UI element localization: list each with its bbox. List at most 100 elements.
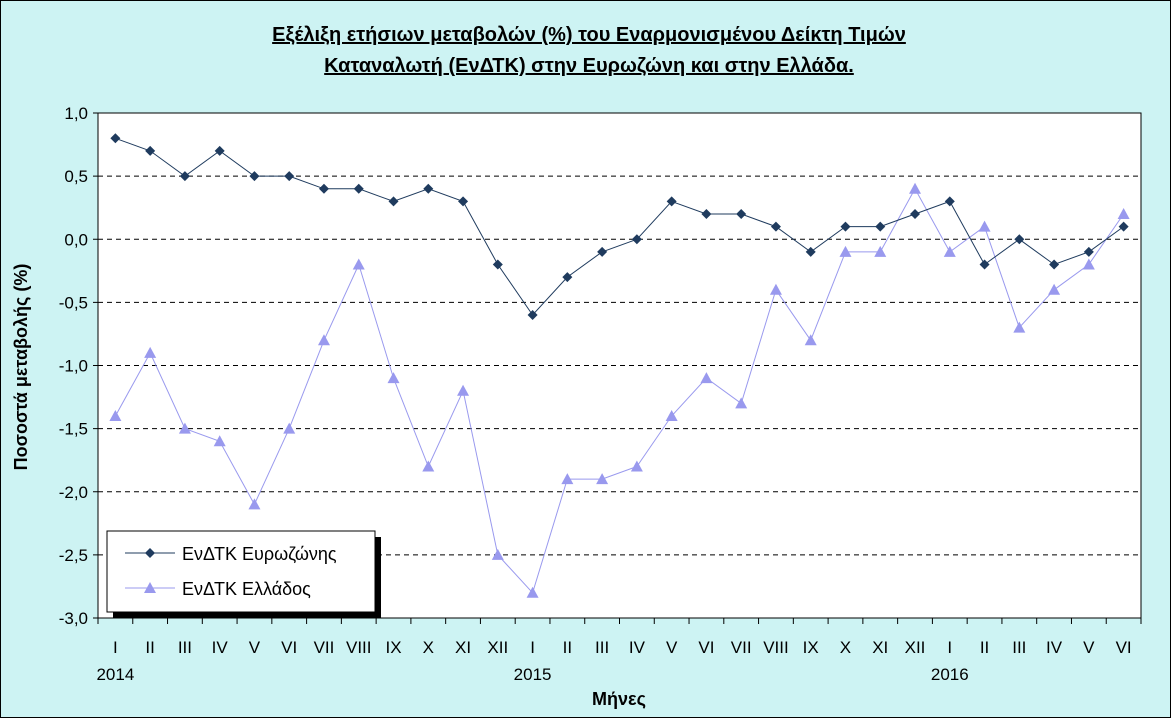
x-tick-label: VI — [281, 638, 297, 657]
x-tick-label: II — [980, 638, 989, 657]
data-point-greece — [1048, 283, 1061, 295]
x-tick-label: VI — [1116, 638, 1132, 657]
data-point-eurozone — [492, 259, 503, 270]
x-tick-label: IV — [629, 638, 646, 657]
data-point-eurozone — [1049, 259, 1060, 270]
data-point-greece — [144, 346, 157, 358]
data-point-eurozone — [562, 272, 573, 283]
data-point-greece — [909, 182, 922, 194]
x-tick-label: X — [840, 638, 851, 657]
x-tick-label: IV — [212, 638, 229, 657]
data-point-greece — [561, 473, 574, 485]
data-point-eurozone — [423, 183, 434, 194]
data-point-eurozone — [249, 171, 260, 182]
data-point-eurozone — [701, 209, 712, 219]
x-tick-label: VIII — [763, 638, 789, 657]
data-point-greece — [1082, 258, 1095, 270]
x-tick-label: II — [145, 638, 154, 657]
data-point-eurozone — [910, 209, 921, 219]
data-point-greece — [457, 384, 470, 396]
series-layer — [109, 133, 1130, 598]
data-point-eurozone — [944, 196, 955, 207]
data-point-eurozone — [458, 196, 469, 207]
data-point-greece — [422, 460, 435, 472]
data-point-eurozone — [388, 196, 399, 207]
y-tick-label: -0,5 — [59, 293, 88, 312]
x-tick-label: VII — [731, 638, 752, 657]
data-point-greece — [387, 372, 400, 384]
y-tick-label: -1,5 — [59, 420, 88, 439]
x-tick-label: XII — [905, 638, 926, 657]
x-tick-label: I — [947, 638, 952, 657]
y-tick-label: 0,0 — [64, 230, 88, 249]
y-tick-label: -2,0 — [59, 483, 88, 502]
x-axis-label: Μήνες — [592, 689, 646, 709]
data-point-eurozone — [353, 183, 364, 194]
legend: ΕνΔΤΚ Ευρωζώνης ΕνΔΤΚ Ελλάδος — [106, 530, 381, 618]
data-point-greece — [804, 334, 817, 346]
data-point-eurozone — [110, 133, 121, 144]
x-tick-label: VI — [698, 638, 714, 657]
x-tick-label: III — [595, 638, 609, 657]
data-point-greece — [178, 422, 191, 434]
data-point-eurozone — [979, 259, 990, 270]
data-point-eurozone — [145, 145, 156, 156]
data-point-eurozone — [805, 246, 816, 257]
y-tick-label: -3,0 — [59, 609, 88, 628]
data-point-greece — [491, 548, 504, 560]
x-tick-label: V — [249, 638, 261, 657]
x-tick-label: IX — [385, 638, 401, 657]
data-point-greece — [874, 245, 887, 257]
axes: 1,00,50,0-0,5-1,0-1,5-2,0-2,5-3,0I II III I… — [59, 104, 1142, 684]
data-point-eurozone — [597, 246, 608, 257]
y-tick-label: 1,0 — [64, 104, 88, 123]
x-tick-label: II — [563, 638, 572, 657]
data-point-eurozone — [1014, 234, 1025, 245]
data-point-greece — [283, 422, 296, 434]
y-tick-label: -1,0 — [59, 357, 88, 376]
x-tick-label: V — [1083, 638, 1095, 657]
data-point-eurozone — [1118, 221, 1129, 232]
series-line-eurozone — [115, 137, 1124, 316]
data-point-eurozone — [875, 221, 886, 232]
data-point-greece — [839, 245, 852, 257]
legend-label-eurozone: ΕνΔΤΚ Ευρωζώνης — [182, 544, 337, 564]
year-label: 2014 — [96, 665, 134, 684]
year-label: 2016 — [931, 665, 969, 684]
data-point-eurozone — [284, 171, 295, 182]
chart-title-line-2: Καταναλωτή (ΕνΔΤΚ) στην Ευρωζώνη και στη… — [324, 55, 854, 77]
legend-marker-eurozone — [145, 548, 155, 558]
x-tick-label: III — [178, 638, 192, 657]
y-axis-label: Ποσοστά μεταβολής (%) — [11, 264, 31, 471]
x-tick-label: VII — [314, 638, 335, 657]
x-tick-label: V — [666, 638, 678, 657]
data-point-eurozone — [631, 234, 642, 245]
x-tick-label: VIII — [346, 638, 372, 657]
data-point-eurozone — [736, 209, 747, 219]
x-tick-label: XI — [872, 638, 888, 657]
data-point-eurozone — [179, 171, 190, 182]
data-point-greece — [1117, 208, 1130, 219]
legend-box — [106, 530, 376, 613]
legend-marker-greece — [144, 582, 156, 593]
data-point-greece — [526, 586, 539, 598]
data-point-greece — [700, 372, 713, 384]
x-tick-label: IV — [1046, 638, 1063, 657]
data-point-greece — [1013, 321, 1026, 333]
data-point-greece — [317, 334, 330, 346]
year-label: 2015 — [514, 665, 552, 684]
x-tick-label: III — [1012, 638, 1026, 657]
data-point-eurozone — [770, 221, 781, 232]
data-point-greece — [109, 410, 122, 421]
data-point-eurozone — [666, 196, 677, 207]
series-line-greece — [114, 187, 1125, 594]
data-point-greece — [596, 473, 609, 485]
data-point-eurozone — [527, 310, 538, 320]
chart-title-line-1: Εξέλιξη ετήσιων μεταβολών (%) του Εναρμο… — [272, 24, 906, 46]
y-tick-label: -2,5 — [59, 546, 88, 565]
legend-label-greece: ΕνΔΤΚ Ελλάδος — [182, 579, 311, 599]
x-tick-label: XII — [487, 638, 508, 657]
x-tick-label: I — [113, 638, 118, 657]
